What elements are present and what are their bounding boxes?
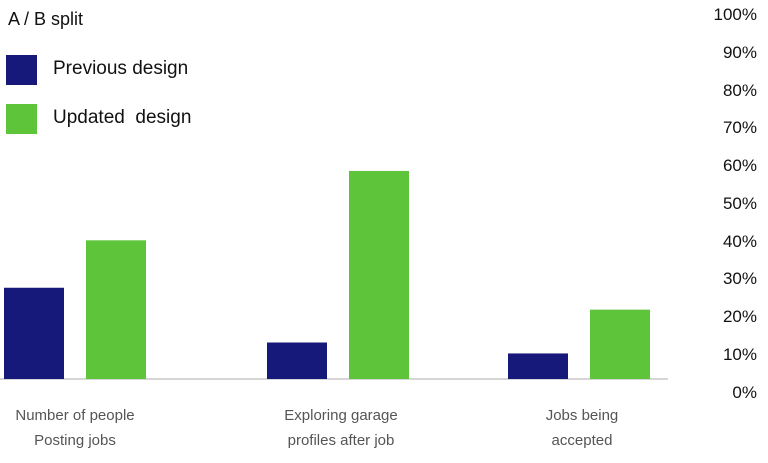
y-tick-label: 10% [722, 345, 757, 364]
y-tick-label: 80% [722, 81, 757, 100]
x-category-line: profiles after job [287, 432, 395, 449]
x-category-line: Jobs being [545, 407, 619, 424]
y-tick-label: 90% [722, 43, 757, 62]
x-category-line: Number of people [15, 407, 135, 424]
y-tick-label: 50% [722, 194, 757, 213]
bars-group [4, 170, 650, 379]
x-category-label-exploring-profiles: Exploring garage profiles after job [241, 403, 441, 453]
legend-swatch-updated-design [6, 104, 37, 134]
bar-previous-design-1 [267, 342, 327, 379]
legend-label-updated-design: Updated design [53, 107, 192, 128]
x-category-line: accepted [551, 432, 613, 449]
x-category-label-jobs-accepted: Jobs being accepted [482, 403, 682, 453]
bar-updated-design-0 [86, 240, 146, 379]
bar-updated-design-2 [590, 309, 650, 379]
x-category-line: Posting jobs [34, 432, 116, 449]
legend-title: A / B split [8, 9, 84, 29]
y-tick-label: 100% [713, 5, 757, 24]
y-tick-label: 60% [722, 156, 757, 175]
y-tick-label: 30% [722, 269, 757, 288]
bar-previous-design-0 [4, 287, 64, 379]
legend-swatch-previous-design [6, 55, 37, 85]
y-tick-label: 40% [722, 232, 757, 251]
bar-updated-design-1 [349, 170, 409, 379]
y-tick-label: 70% [722, 118, 757, 137]
y-tick-label: 20% [722, 307, 757, 326]
bar-previous-design-2 [508, 353, 568, 379]
x-category-label-posting-jobs: Number of people Posting jobs [0, 403, 175, 453]
x-category-line: Exploring garage [284, 407, 398, 424]
legend-label-previous-design: Previous design [53, 58, 189, 79]
y-tick-label: 0% [732, 383, 757, 402]
